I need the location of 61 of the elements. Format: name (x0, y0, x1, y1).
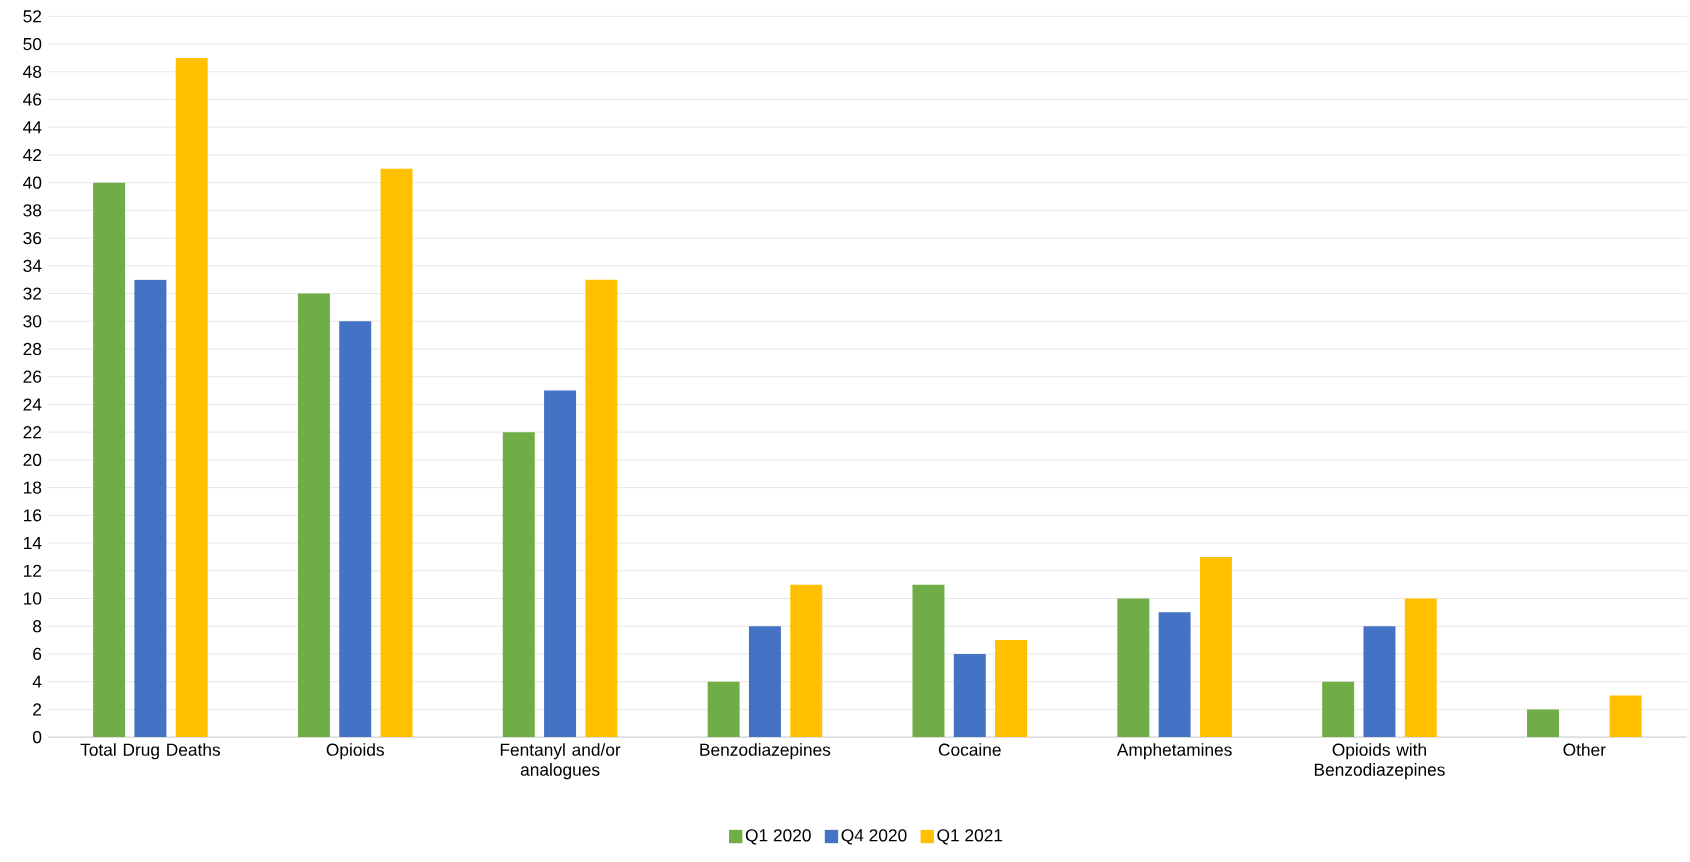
y-tick-label: 0 (32, 730, 42, 744)
bar (544, 390, 577, 737)
x-tick-label: Opioids with Benzodiazepines (1314, 742, 1445, 780)
y-tick-label: 52 (23, 10, 42, 23)
bar (1404, 598, 1437, 737)
y-tick-label: 12 (23, 564, 42, 577)
y-tick-label: 20 (23, 453, 42, 466)
bar (1117, 598, 1150, 737)
x-tick-label: Opioids (326, 742, 384, 760)
bar (339, 321, 372, 737)
legend-label: Q1 2020 (745, 829, 811, 845)
bar (1527, 709, 1559, 737)
y-tick-label: 26 (23, 370, 42, 383)
y-tick-label: 32 (23, 287, 42, 300)
y-tick-label: 24 (23, 398, 42, 411)
legend-label: Q1 2021 (937, 829, 1003, 845)
legend-label: Q4 2020 (841, 829, 907, 845)
x-tick-label: Benzodiazepines (700, 742, 831, 760)
bar (380, 168, 413, 737)
y-tick-label: 40 (23, 176, 42, 189)
x-tick-label: Cocaine (938, 742, 1001, 756)
y-tick-label: 10 (23, 592, 42, 605)
y-tick-label: 6 (33, 647, 42, 660)
bar (995, 639, 1028, 737)
y-tick-label: 4 (32, 675, 42, 688)
y-tick-label: 8 (33, 619, 42, 633)
bar (297, 293, 330, 737)
x-tick-label: Other (1563, 742, 1606, 756)
bar (790, 584, 823, 737)
y-tick-label: 14 (23, 536, 42, 549)
x-tick-label: Amphetamines (1116, 742, 1232, 760)
bar (1199, 556, 1232, 737)
y-tick-label: 48 (23, 65, 42, 78)
bar (953, 653, 986, 737)
bar (1158, 612, 1191, 737)
y-tick-label: 18 (23, 481, 42, 494)
y-tick-label: 46 (23, 93, 42, 106)
bar (93, 182, 126, 737)
y-tick-label: 36 (23, 231, 42, 245)
bar (1363, 626, 1396, 737)
bar (1609, 695, 1642, 737)
bar (134, 279, 167, 737)
bar (912, 584, 945, 737)
y-tick-label: 28 (23, 342, 42, 355)
y-tick-label: 50 (23, 37, 42, 50)
bar (707, 681, 740, 737)
y-tick-label: 42 (23, 148, 42, 161)
bar (748, 626, 781, 737)
bar (1322, 681, 1355, 737)
bar (175, 57, 208, 737)
y-tick-label: 30 (23, 314, 42, 328)
y-tick-label: 16 (23, 509, 42, 522)
bar (585, 279, 618, 737)
bar (502, 431, 535, 737)
y-tick-label: 38 (23, 204, 42, 217)
y-tick-label: 22 (23, 425, 42, 439)
y-tick-label: 34 (23, 259, 42, 272)
x-tick-label: Fentanyl and/or analogues (500, 742, 621, 780)
y-tick-label: 2 (33, 703, 42, 716)
x-tick-label: Total Drug Deaths (80, 742, 221, 760)
y-tick-label: 44 (23, 121, 42, 133)
